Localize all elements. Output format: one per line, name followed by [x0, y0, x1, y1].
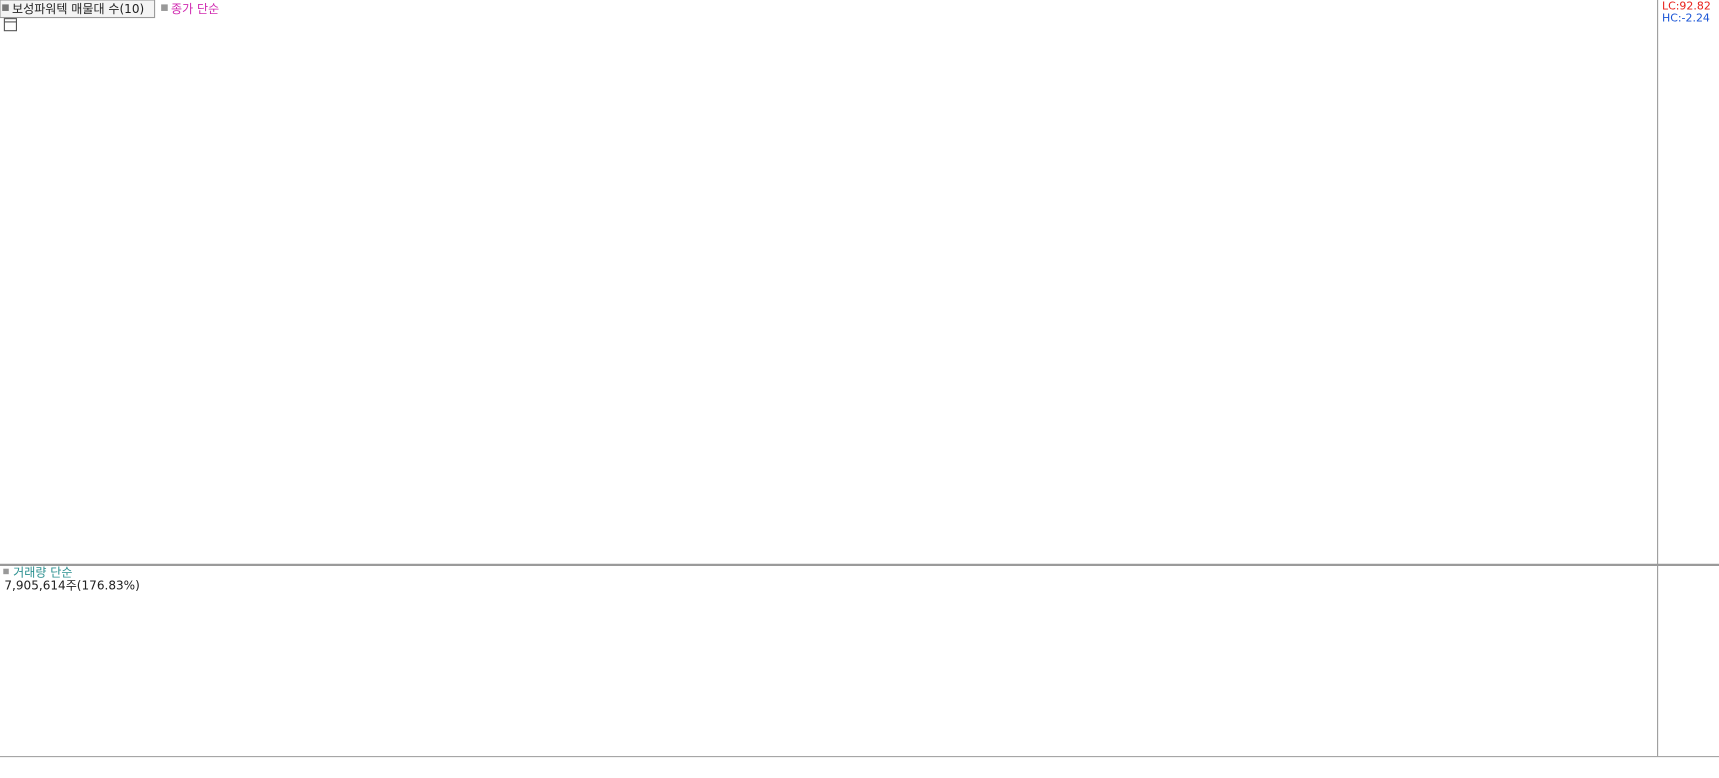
legend-icon — [161, 4, 168, 11]
title-icon — [2, 4, 9, 11]
lc-label: LC:92.82 — [1662, 0, 1711, 13]
volume-info: 7,905,614주(176.83%) — [4, 579, 139, 593]
calendar-icon — [3, 18, 17, 32]
hc-label: HC:-2.24 — [1662, 12, 1710, 25]
labels: 보성파워텍 매물대 수(10) 종가 단순 LC:92.82 HC:-2.24 … — [0, 0, 1711, 593]
volume-legend-icon — [3, 568, 9, 575]
legend-label: 종가 단순 — [171, 2, 219, 16]
chart-title: 보성파워텍 매물대 수(10) — [12, 2, 144, 16]
volume-legend-label: 거래량 단순 — [13, 566, 72, 580]
title-box — [0, 0, 156, 19]
